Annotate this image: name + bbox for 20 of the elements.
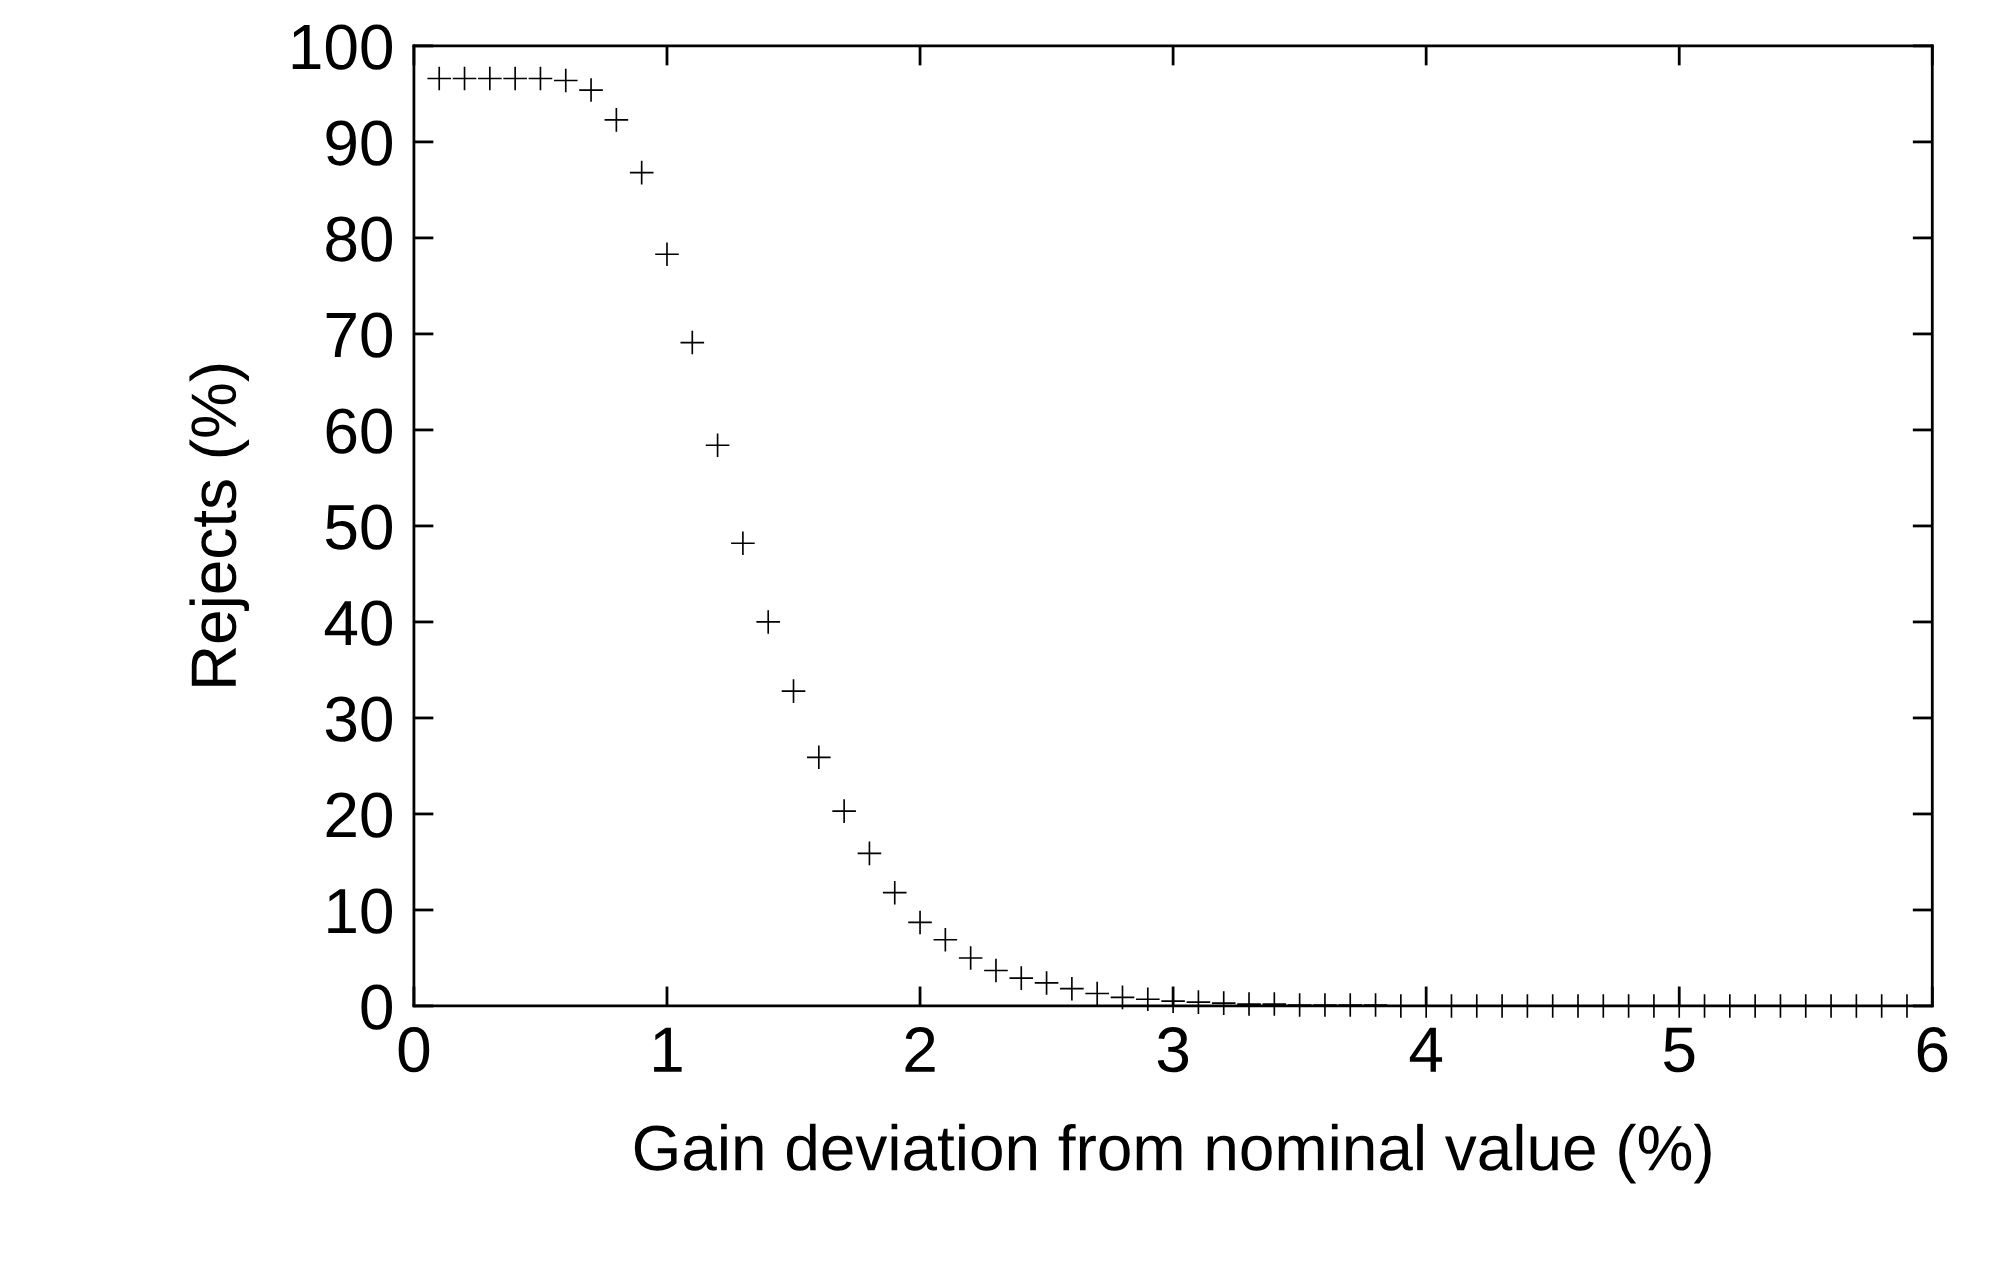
y-tick-label: 10 [328,888,392,934]
x-tick-label: 0 [398,1027,430,1073]
x-tick-label: 2 [905,1027,935,1072]
y-tick-label: 30 [325,696,392,742]
y-axis-title: Rejects (%) [189,364,249,686]
y-tick-label: 100 [292,24,392,70]
x-tick-label: 6 [1917,1027,1948,1073]
y-tick-label: 20 [326,792,392,838]
y-tick-label: 90 [326,120,392,166]
y-tick-label: 50 [325,504,392,550]
y-tick-label: 80 [326,216,392,262]
y-tick-label: 70 [326,312,392,358]
y-tick-label: 40 [324,600,392,646]
x-tick-label: 4 [1409,1027,1443,1072]
x-axis-title: Gain deviation from nominal value (%) [634,1123,1711,1184]
y-tick-label: 0 [361,984,392,1030]
y-tick-label: 60 [326,408,392,454]
x-tick-label: 5 [1664,1027,1695,1073]
x-tick-label: 3 [1157,1027,1189,1073]
x-tick-label: 1 [654,1027,682,1072]
